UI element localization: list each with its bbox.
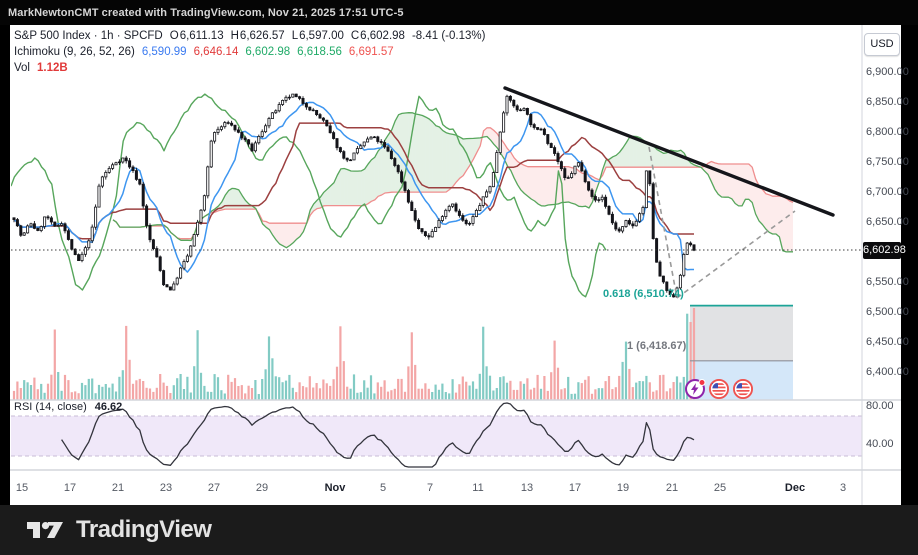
price-tick[interactable]: 6,650.00 [866, 216, 909, 228]
fib-level-label: 1 (6,418.67) [627, 340, 687, 352]
time-tick[interactable]: 11 [472, 482, 484, 494]
price-change: -8.41 (-0.13%) [411, 30, 486, 42]
drawn-annotations[interactable] [11, 86, 862, 299]
time-tick[interactable]: 21 [111, 482, 125, 494]
price-tick[interactable]: 6,800.00 [866, 126, 909, 138]
time-tick[interactable]: 3 [839, 482, 847, 494]
fib-level-lines[interactable] [690, 304, 793, 362]
us-flag-icon[interactable] [732, 378, 754, 400]
volume-value: 1.12B [37, 62, 68, 74]
time-tick[interactable]: 5 [379, 482, 387, 494]
volume-label[interactable]: Vol [14, 62, 30, 74]
watermark-text: MarkNewtonCMT created with TradingView.c… [8, 6, 404, 19]
time-tick[interactable]: 17 [568, 482, 582, 494]
price-tick[interactable]: 6,900.00 [866, 66, 909, 78]
time-tick[interactable]: 17 [63, 482, 77, 494]
volume-row: Vol 1.12B [14, 60, 485, 76]
price-tick[interactable]: 6,400.00 [866, 366, 909, 378]
rsi-value: 46.62 [94, 401, 123, 413]
candlesticks [12, 93, 696, 298]
time-tick[interactable]: 13 [520, 482, 534, 494]
currency-toggle-button[interactable]: USD [864, 33, 900, 56]
rsi-label[interactable]: RSI (14, close) [14, 401, 87, 413]
symbol-row: S&P 500 Index · 1h · SPCFD O6,611.13 H6,62… [14, 28, 485, 44]
time-tick[interactable]: Dec [784, 482, 806, 494]
fib-level-label: 0.618 (6,510.74) [603, 288, 684, 300]
time-tick[interactable]: Nov [324, 482, 346, 494]
ichimoku-label[interactable]: Ichimoku (9, 26, 52, 26) [14, 46, 135, 58]
price-tick[interactable]: 6,700.00 [866, 186, 909, 198]
watermark-bar: MarkNewtonCMT created with TradingView.c… [0, 0, 918, 25]
price-tick[interactable]: 6,550.00 [866, 276, 909, 288]
low-value: 6,597.00 [299, 30, 344, 42]
chart-legend: S&P 500 Index · 1h · SPCFD O6,611.13 H6,62… [14, 28, 485, 76]
rsi-tick[interactable]: 80.00 [866, 400, 894, 412]
ichimoku-value: 6,602.98 [245, 46, 291, 58]
high-value: 6,626.57 [239, 30, 285, 42]
ichimoku-value: 6,646.14 [193, 46, 239, 58]
lightning-icon[interactable] [684, 378, 706, 400]
rsi-tick[interactable]: 40.00 [866, 438, 894, 450]
pane-dividers[interactable] [10, 25, 901, 505]
tradingview-brand[interactable]: TradingView [76, 516, 212, 543]
tradingview-logo-icon[interactable] [26, 517, 64, 543]
volume-bars [12, 308, 696, 400]
high-label: H [230, 30, 239, 42]
trend-line [503, 86, 835, 217]
ichimoku-row: Ichimoku (9, 26, 52, 26) 6,590.99 6,646.14… [14, 44, 485, 60]
us-flag-icon[interactable] [708, 378, 730, 400]
last-price-label: 6,602.98 [863, 242, 906, 259]
time-tick[interactable]: 29 [255, 482, 269, 494]
open-value: 6,611.13 [179, 30, 224, 42]
ichimoku-value: 6,691.57 [348, 46, 394, 58]
close-value: 6,602.98 [360, 30, 405, 42]
low-label: L [291, 30, 299, 42]
time-tick[interactable]: 23 [159, 482, 173, 494]
time-tick[interactable]: 21 [665, 482, 679, 494]
symbol-title[interactable]: S&P 500 Index · 1h · SPCFD [14, 30, 163, 42]
open-label: O [169, 30, 179, 42]
price-tick[interactable]: 6,750.00 [866, 156, 909, 168]
time-tick[interactable]: 27 [207, 482, 221, 494]
time-tick[interactable]: 7 [426, 482, 434, 494]
ichimoku-values: 6,590.99 6,646.14 6,602.98 6,618.56 6,691.57 [135, 46, 394, 58]
rsi-pane [11, 402, 862, 468]
close-label: C [350, 30, 360, 42]
price-tick[interactable]: 6,850.00 [866, 96, 909, 108]
time-tick[interactable]: 15 [15, 482, 29, 494]
ichimoku-value: 6,590.99 [141, 46, 187, 58]
rsi-legend: RSI (14, close) 46.62 [14, 401, 122, 413]
price-tick[interactable]: 6,450.00 [866, 336, 909, 348]
footer-bar: TradingView [0, 505, 918, 555]
price-tick[interactable]: 6,500.00 [866, 306, 909, 318]
ichimoku-value: 6,618.56 [297, 46, 342, 58]
ichimoku-lines [11, 93, 794, 298]
time-tick[interactable]: 25 [713, 482, 727, 494]
time-tick[interactable]: 19 [616, 482, 630, 494]
fib-retracement-zone[interactable] [690, 305, 793, 400]
